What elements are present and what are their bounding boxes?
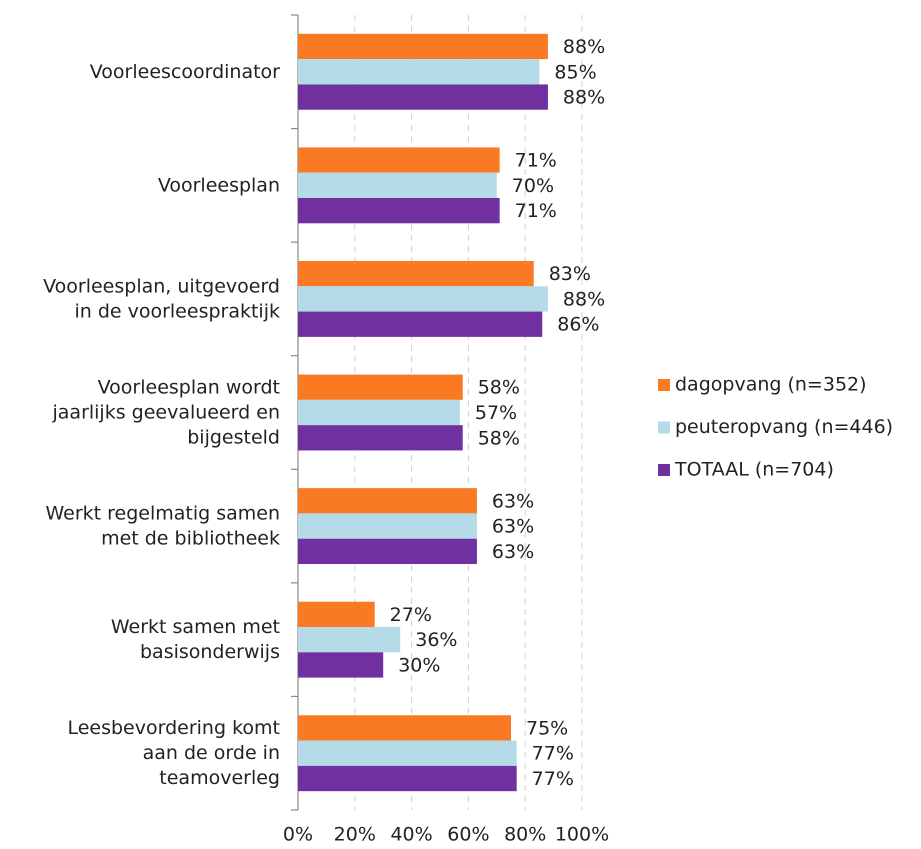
bar [298,399,460,426]
data-label: 85% [554,61,596,83]
data-label: 77% [532,743,574,765]
data-label: 86% [557,314,599,336]
bar [298,652,384,678]
bar [298,601,375,627]
x-tick-label: 60% [447,824,489,846]
y-tick-label: Voorleescoordinator [90,60,280,82]
data-label: 88% [563,36,605,58]
legend-label: peuteropvang (n=446) [675,416,893,438]
y-tick-label: Werkt samen met basisonderwijs [111,616,280,663]
bar [298,59,540,85]
legend-label: dagopvang (n=352) [675,374,867,396]
legend-label: TOTAAL (n=704) [674,459,834,481]
y-tick-label: Voorleesplan, uitgevoerd in de voorleespr… [43,275,280,322]
x-tick-label: 20% [334,824,376,846]
bar [298,488,477,514]
x-tick-label: 100% [555,824,609,846]
data-label: 83% [549,263,591,285]
bar [298,311,543,337]
data-label: 58% [478,427,520,449]
data-label: 75% [526,717,568,739]
x-tick-label: 40% [390,824,432,846]
data-label: 63% [492,516,534,538]
data-label: 88% [563,87,605,109]
x-tick-label: 0% [283,824,313,846]
data-label: 63% [492,541,534,563]
bar [298,740,517,766]
bar [298,33,548,60]
bar [298,425,463,451]
data-label: 77% [532,768,574,790]
legend-swatch [658,421,670,434]
bar [298,198,500,224]
data-label: 63% [492,490,534,512]
bar [298,260,534,287]
legend-swatch [658,379,670,391]
bar [298,147,500,173]
x-tick-label: 80% [504,824,546,846]
data-label: 36% [415,629,457,651]
bar [298,84,548,110]
data-label: 88% [563,288,605,310]
y-tick-label: Voorleesplan [158,174,280,196]
data-label: 70% [512,175,554,197]
data-label: 30% [398,654,440,676]
data-label: 71% [515,200,557,222]
bar [298,765,517,792]
y-tick-label: Leesbevordering komt aan de orde in teamov… [67,717,280,789]
y-tick-label: Werkt regelmatig samen met de bibliotheek [45,502,280,549]
bar [298,513,477,539]
data-label: 27% [390,604,432,626]
y-tick-label: Voorleesplan wordt jaarlijks geevalueerd … [52,376,281,448]
bar [298,538,477,565]
bar [298,374,463,400]
bar [298,626,401,653]
bar [298,715,511,741]
data-label: 57% [475,402,517,424]
data-label: 58% [478,377,520,399]
legend-swatch [658,464,670,476]
bar [298,286,548,312]
data-label: 71% [515,150,557,172]
bar [298,172,497,199]
